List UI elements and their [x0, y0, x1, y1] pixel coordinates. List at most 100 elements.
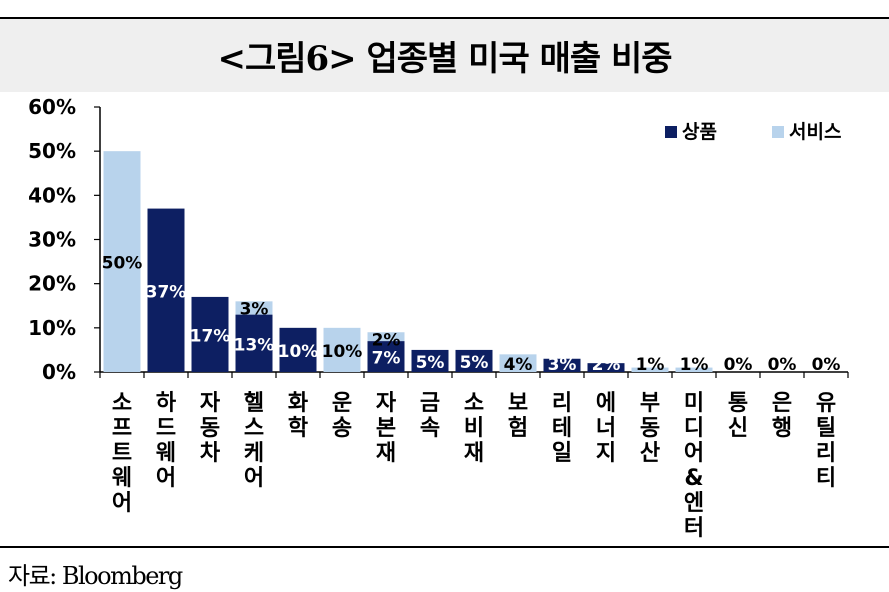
category-label-char: &	[684, 466, 703, 491]
category-label-char: 행	[772, 416, 792, 441]
category-label-char: 자	[200, 391, 221, 416]
bar-goods	[191, 296, 229, 372]
bar-goods	[147, 208, 185, 372]
y-tick-label: 40%	[28, 183, 76, 207]
y-tick-label: 50%	[28, 139, 76, 163]
bottom-divider	[0, 546, 889, 548]
category-label-char: 엔	[684, 491, 704, 516]
bar-goods	[455, 349, 493, 372]
data-label: 10%	[278, 342, 319, 362]
category-label-char: 보	[508, 391, 528, 416]
category-label-char: 속	[420, 416, 440, 441]
category-label-char: 소	[112, 391, 132, 416]
category-label-char: 너	[596, 416, 616, 441]
bar-goods	[587, 363, 625, 372]
data-label: 4%	[504, 355, 533, 375]
category-label-char: 터	[684, 516, 704, 541]
category-label-char: 드	[156, 416, 176, 441]
category-label-char: 어	[244, 466, 264, 491]
bar-services	[631, 367, 669, 372]
category-label-char: 어	[112, 491, 132, 516]
category-label-char: 웨	[112, 466, 132, 491]
category-label-char: 웨	[156, 441, 176, 466]
category-label-char: 디	[684, 416, 704, 441]
y-tick-label: 30%	[28, 228, 76, 252]
data-label: 3%	[548, 355, 577, 375]
bar-services	[499, 354, 537, 372]
legend-swatch	[772, 126, 784, 138]
bar-goods	[279, 327, 317, 372]
data-label: 37%	[146, 282, 187, 302]
category-label-char: 화	[288, 391, 308, 416]
category-label-char: 하	[156, 391, 177, 416]
category-label-char: 운	[332, 391, 352, 416]
y-tick-label: 20%	[28, 272, 76, 296]
category-label-char: 유	[816, 391, 836, 416]
data-label: 3%	[240, 299, 269, 319]
bar-services	[367, 332, 405, 342]
category-label-char: 에	[596, 391, 616, 416]
bar-goods	[367, 341, 405, 372]
legend-label: 서비스	[789, 121, 841, 143]
category-label-char: 어	[684, 441, 704, 466]
category-label-char: 케	[244, 441, 264, 466]
category-label-char: 스	[244, 416, 264, 441]
category-label-char: 송	[332, 416, 352, 441]
chart-area: 0% 10% 20% 30% 40% 50% 60% 50% 소 프 트 웨 어 37% 하 드 웨 어 17% 자 동…	[0, 90, 889, 545]
bar-goods	[543, 358, 581, 372]
data-label: 17%	[190, 326, 231, 346]
category-label-char: 험	[508, 415, 528, 441]
data-label: 2%	[592, 355, 621, 375]
legend-label: 상품	[682, 121, 717, 143]
category-label-char: 어	[156, 466, 176, 491]
category-label-char: 헬	[244, 391, 264, 416]
category-label-char: 미	[684, 391, 704, 416]
bar-goods	[235, 314, 273, 372]
category-label-char: 리	[816, 441, 836, 466]
chart-title: <그림6> 업종별 미국 매출 비중	[217, 39, 672, 79]
category-label-char: 학	[288, 416, 308, 441]
legend-swatch	[665, 126, 677, 138]
category-label-char: 동	[200, 416, 220, 441]
category-label-char: 테	[552, 416, 572, 441]
y-tick-label: 60%	[28, 95, 76, 119]
category-label-char: 은	[772, 391, 792, 416]
category-label-char: 지	[596, 441, 616, 466]
data-label: 1%	[680, 355, 709, 375]
category-label-char: 소	[464, 391, 484, 416]
category-label-char: 리	[552, 391, 572, 416]
category-label-char: 틸	[816, 416, 836, 441]
y-tick-label: 10%	[28, 316, 76, 340]
bar-chart: 0%10%20%30%40%50%60%50%소프트웨어37%하드웨어17%자동…	[28, 95, 849, 541]
bar-services	[675, 367, 713, 372]
data-label: 0%	[768, 355, 797, 375]
data-label: 50%	[102, 254, 143, 274]
bar-services	[323, 327, 361, 372]
source-note: 자료: Bloomberg	[8, 562, 183, 590]
category-label-char: 재	[464, 441, 484, 466]
category-label-char: 프	[112, 416, 132, 441]
bar-goods	[411, 349, 449, 372]
category-label-char: 티	[816, 466, 836, 491]
category-label-char: 동	[640, 416, 660, 441]
category-label-char: 통	[728, 391, 748, 416]
bar-services	[235, 301, 273, 315]
category-label-char: 신	[728, 416, 748, 441]
y-tick-label: 0%	[42, 360, 76, 384]
data-label: 5%	[416, 353, 445, 373]
data-label: 7%	[372, 349, 401, 369]
title-bar: <그림6> 업종별 미국 매출 비중	[0, 17, 889, 92]
data-label: 1%	[636, 355, 665, 375]
category-label-char: 금	[420, 391, 440, 416]
category-label-char: 비	[464, 416, 484, 441]
category-label-char: 부	[640, 391, 660, 416]
data-label: 10%	[322, 342, 363, 362]
category-label-char: 차	[200, 441, 221, 466]
data-label: 0%	[812, 355, 841, 375]
category-label-char: 트	[112, 441, 132, 466]
category-label-char: 산	[640, 441, 660, 466]
category-label-char: 재	[376, 441, 396, 466]
category-label-char: 자	[376, 391, 397, 416]
data-label: 0%	[724, 355, 753, 375]
data-label: 2%	[372, 330, 401, 350]
